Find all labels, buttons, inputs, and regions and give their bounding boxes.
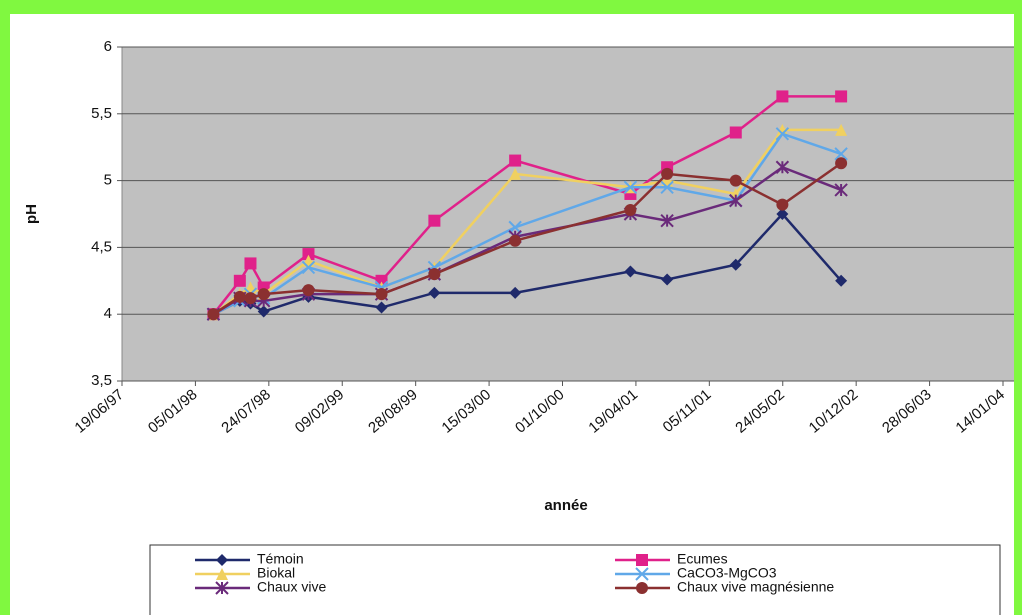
data-point — [244, 292, 257, 305]
y-tick-label: 5,5 — [91, 105, 112, 122]
data-point — [428, 268, 441, 281]
legend-label: CaCO3-MgCO3 — [677, 565, 777, 581]
data-point — [775, 127, 790, 141]
data-point — [660, 213, 674, 228]
legend-marker — [636, 582, 648, 594]
legend-marker — [215, 581, 229, 595]
x-tick-label: 19/06/97 — [71, 386, 127, 437]
data-point — [729, 126, 742, 139]
legend-marker — [635, 567, 649, 581]
x-tick-label: 28/06/03 — [879, 386, 935, 437]
legend-marker — [636, 554, 648, 566]
data-point — [661, 167, 674, 180]
data-point — [509, 154, 522, 167]
data-point — [729, 193, 743, 208]
data-point — [509, 286, 522, 299]
data-point — [835, 90, 848, 103]
data-point — [233, 274, 246, 287]
data-point — [623, 180, 638, 194]
chart: pH année 3,5 4 4,5 5 5,5 6 19/06/97 05/01/98 24/… — [23, 38, 1014, 615]
y-tick-label: 3,5 — [91, 372, 112, 389]
x-tick-label: 10/12/02 — [806, 386, 862, 437]
x-tick-label: 15/03/00 — [439, 386, 495, 437]
x-tick-label: 05/11/01 — [660, 386, 715, 436]
y-tick-label: 5 — [104, 172, 112, 189]
legend-label: Ecumes — [677, 551, 728, 567]
x-tick-label: 05/01/98 — [145, 386, 201, 437]
y-tick-label: 4,5 — [91, 238, 112, 255]
data-point — [834, 183, 848, 197]
legend-label: Chaux vive magnésienne — [677, 579, 834, 595]
data-point — [729, 174, 742, 187]
x-tick-label: 24/07/98 — [218, 386, 274, 437]
legend-label: Témoin — [257, 551, 304, 567]
y-tick-label: 6 — [104, 38, 112, 55]
data-point — [624, 203, 637, 216]
y-tick-label: 4 — [104, 305, 112, 322]
data-point — [302, 248, 315, 261]
data-point — [660, 180, 674, 194]
data-point — [375, 301, 388, 314]
legend-marker — [216, 554, 228, 566]
plot-area — [121, 46, 1014, 382]
data-point — [428, 286, 441, 299]
data-point — [428, 214, 441, 227]
data-point — [776, 208, 789, 220]
data-point — [257, 305, 270, 318]
data-point — [834, 147, 848, 161]
data-point — [244, 257, 257, 270]
x-tick-label: 28/08/99 — [365, 386, 421, 437]
legend-box — [149, 544, 1001, 615]
legend-marker — [216, 568, 228, 580]
data-point — [509, 234, 522, 247]
data-point — [257, 288, 270, 301]
data-point — [835, 274, 848, 287]
legend-label: Biokal — [257, 565, 295, 581]
x-tick-label: 09/02/99 — [292, 386, 348, 437]
data-point — [207, 308, 220, 321]
x-tick-label: 24/05/02 — [732, 386, 788, 437]
data-point — [509, 167, 522, 180]
x-tick-label: 14/01/04 — [952, 386, 1008, 437]
data-point — [835, 123, 848, 136]
data-point — [301, 260, 316, 275]
data-point — [776, 198, 789, 211]
legend-label: Chaux vive — [257, 579, 326, 595]
y-axis-label: pH — [23, 204, 40, 224]
x-tick-label: 19/04/01 — [585, 386, 641, 437]
data-point — [729, 258, 742, 271]
chart-frame: pH année 3,5 4 4,5 5 5,5 6 19/06/97 05/01/98 24/… — [10, 14, 1014, 615]
data-point — [375, 288, 388, 301]
data-point — [775, 160, 790, 174]
x-axis-label: année — [544, 497, 587, 514]
data-point — [776, 90, 789, 103]
data-point — [776, 123, 789, 136]
data-point — [624, 265, 637, 278]
x-tick-label: 01/10/00 — [512, 386, 568, 437]
data-point — [661, 273, 674, 286]
data-point — [233, 290, 246, 303]
data-point — [835, 157, 848, 170]
data-point — [302, 284, 315, 297]
